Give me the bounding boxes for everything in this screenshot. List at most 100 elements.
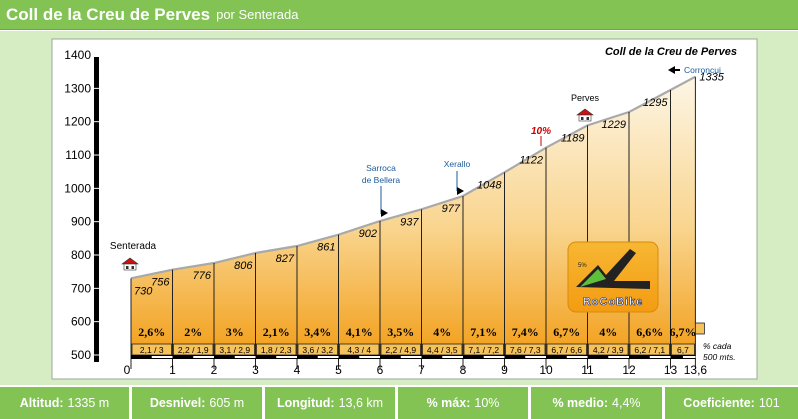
baseline-segment bbox=[234, 356, 256, 358]
segment-grade: 4,1% bbox=[346, 325, 373, 339]
segment-detail: 3,6 / 3,2 bbox=[302, 345, 333, 355]
elevation-label: 1335 bbox=[699, 72, 724, 84]
rocobike-logo-text: RoCoBike bbox=[583, 296, 644, 308]
summit-box bbox=[695, 322, 705, 335]
annotation-corroncui: Corroncui bbox=[684, 65, 721, 75]
stat-label: % máx: bbox=[426, 396, 471, 410]
segment-detail: 4,2 / 3,9 bbox=[593, 345, 624, 355]
baseline-segment bbox=[525, 356, 546, 358]
elevation-label: 902 bbox=[359, 228, 377, 240]
stats-bar: Altitud: 1335 m Desnivel: 605 m Longitud: 1… bbox=[0, 387, 798, 419]
y-axis-bar bbox=[94, 57, 99, 362]
x-tick-label: 11 bbox=[581, 363, 594, 377]
stat-coeficiente: Coeficiente: 101 bbox=[665, 387, 798, 419]
y-tick-label: 1200 bbox=[64, 115, 91, 129]
segment-detail: 7,1 / 7,2 bbox=[468, 345, 499, 355]
segment-detail: 4,4 / 3,5 bbox=[427, 345, 458, 355]
segment-grade: 3,5% bbox=[387, 325, 414, 339]
y-tick-label: 1300 bbox=[64, 81, 91, 95]
baseline-segment bbox=[483, 356, 505, 358]
stat-label: Coeficiente: bbox=[683, 396, 755, 410]
stat-value: 10% bbox=[474, 396, 500, 410]
elevation-label: 937 bbox=[400, 216, 419, 228]
elevation-label: 1295 bbox=[643, 97, 668, 109]
x-tick-label: 4 bbox=[294, 363, 301, 377]
grade-legend-line1: % cada bbox=[703, 341, 732, 351]
elevation-label: 730 bbox=[134, 285, 153, 297]
stat-label: Longitud: bbox=[276, 396, 335, 410]
y-tick-label: 900 bbox=[71, 215, 91, 229]
baseline-segment bbox=[442, 356, 463, 358]
segment-detail: 6,2 / 7,1 bbox=[634, 345, 665, 355]
arrow-right-icon bbox=[381, 209, 388, 217]
segment-grade: 7,1% bbox=[470, 325, 497, 339]
elevation-label: 1122 bbox=[519, 155, 543, 167]
senterada-house-icon bbox=[121, 257, 139, 271]
arrow-right-icon bbox=[457, 187, 464, 195]
stat-value: 101 bbox=[758, 396, 780, 410]
stat-value: 13,6 km bbox=[338, 396, 384, 410]
segment-grade: 3,4% bbox=[304, 325, 331, 339]
x-tick-label: 3 bbox=[252, 363, 259, 377]
stat-label: Altitud: bbox=[19, 396, 64, 410]
x-tick-label: 10 bbox=[539, 363, 553, 377]
stat-max: % máx: 10% bbox=[398, 387, 528, 419]
segment-grade: 2,6% bbox=[138, 325, 165, 339]
y-tick-label: 700 bbox=[71, 281, 91, 295]
annotation-sarroca-2: de Bellera bbox=[362, 175, 401, 185]
segment-grade: 2% bbox=[184, 325, 202, 339]
profile-chart: 5006007008009001000110012001300140073075… bbox=[51, 38, 758, 380]
page-title: Coll de la Creu de Perves bbox=[6, 4, 211, 24]
x-tick-label: 8 bbox=[460, 363, 467, 377]
baseline-segment bbox=[608, 356, 629, 358]
stat-value: 4,4% bbox=[612, 396, 641, 410]
y-tick-label: 1400 bbox=[64, 48, 91, 62]
grade-legend-line2: 500 mts. bbox=[703, 352, 736, 362]
stat-value: 605 m bbox=[209, 396, 245, 410]
max-grade-label: 10% bbox=[531, 126, 551, 137]
arrow-left-icon bbox=[668, 66, 680, 74]
elevation-label: 861 bbox=[317, 242, 335, 254]
perves-house-icon bbox=[576, 108, 594, 122]
elevation-label: 1229 bbox=[602, 119, 626, 131]
annotation-perves: Perves bbox=[571, 93, 600, 103]
segment-grade: 6,7% bbox=[669, 325, 696, 339]
annotation-sarroca-1: Sarroca bbox=[366, 163, 396, 173]
segment-detail: 2,2 / 4,9 bbox=[385, 345, 416, 355]
x-tick-label: 2 bbox=[211, 363, 218, 377]
page-subtitle: por Senterada bbox=[216, 7, 299, 22]
baseline-segment bbox=[317, 356, 339, 358]
segment-detail: 6,7 / 6,6 bbox=[551, 345, 582, 355]
stat-label: % medio: bbox=[552, 396, 609, 410]
y-tick-label: 800 bbox=[71, 248, 91, 262]
x-tick-label: 6 bbox=[377, 363, 384, 377]
stat-medio: % medio: 4,4% bbox=[531, 387, 662, 419]
segment-detail: 1,8 / 2,3 bbox=[261, 345, 292, 355]
baseline-segment bbox=[566, 356, 588, 358]
stat-label: Desnivel: bbox=[149, 396, 206, 410]
annotation-senterada: Senterada bbox=[110, 241, 157, 252]
elevation-label: 806 bbox=[234, 260, 253, 272]
segment-grade: 3% bbox=[226, 325, 244, 339]
annotation-xerallo: Xerallo bbox=[444, 159, 471, 169]
elevation-label: 1048 bbox=[477, 179, 502, 191]
elevation-label: 1189 bbox=[561, 132, 585, 144]
baseline-segment bbox=[151, 356, 173, 358]
stat-value: 1335 m bbox=[67, 396, 110, 410]
segment-detail: 2,1 / 3 bbox=[140, 345, 164, 355]
segment-detail: 7,6 / 7,3 bbox=[510, 345, 541, 355]
y-tick-label: 500 bbox=[71, 348, 91, 362]
y-tick-label: 600 bbox=[71, 315, 91, 329]
segment-grade: 6,7% bbox=[553, 325, 580, 339]
elevation-label: 977 bbox=[442, 203, 461, 215]
rocobike-logo-slope bbox=[580, 269, 606, 287]
chart-title: Coll de la Creu de Perves bbox=[605, 46, 737, 58]
segment-grade: 4% bbox=[433, 325, 451, 339]
elevation-label: 756 bbox=[151, 277, 170, 289]
rocobike-logo-mark: 5% bbox=[578, 263, 587, 269]
segment-detail: 6,7 bbox=[677, 345, 689, 355]
x-tick-label: 9 bbox=[501, 363, 508, 377]
baseline-segment bbox=[359, 356, 380, 358]
segment-detail: 4,3 / 4 bbox=[347, 345, 371, 355]
stat-altitud: Altitud: 1335 m bbox=[0, 387, 129, 419]
